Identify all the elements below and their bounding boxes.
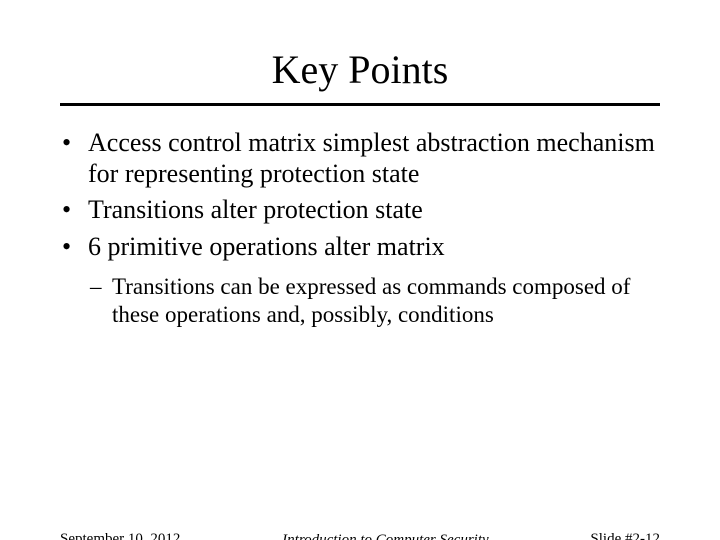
sub-bullet-list: Transitions can be expressed as commands… (60, 273, 660, 329)
title-rule (60, 103, 660, 106)
footer: September 10, 2012 Introduction to Compu… (0, 531, 720, 540)
footer-center-line1: Introduction to Computer Security (282, 532, 489, 540)
bullet-item: 6 primitive operations alter matrix (60, 232, 660, 263)
slide-title: Key Points (0, 46, 720, 93)
footer-date: September 10, 2012 (60, 531, 180, 540)
bullet-item: Access control matrix simplest abstracti… (60, 128, 660, 189)
footer-slide-number: Slide #2-12 (590, 531, 660, 540)
bullet-list: Access control matrix simplest abstracti… (60, 128, 660, 263)
slide-body: Access control matrix simplest abstracti… (60, 128, 660, 329)
slide: Key Points Access control matrix simples… (0, 46, 720, 540)
bullet-item: Transitions alter protection state (60, 195, 660, 226)
footer-center: Introduction to Computer Security © 2004… (180, 531, 590, 540)
sub-bullet-item: Transitions can be expressed as commands… (60, 273, 660, 329)
